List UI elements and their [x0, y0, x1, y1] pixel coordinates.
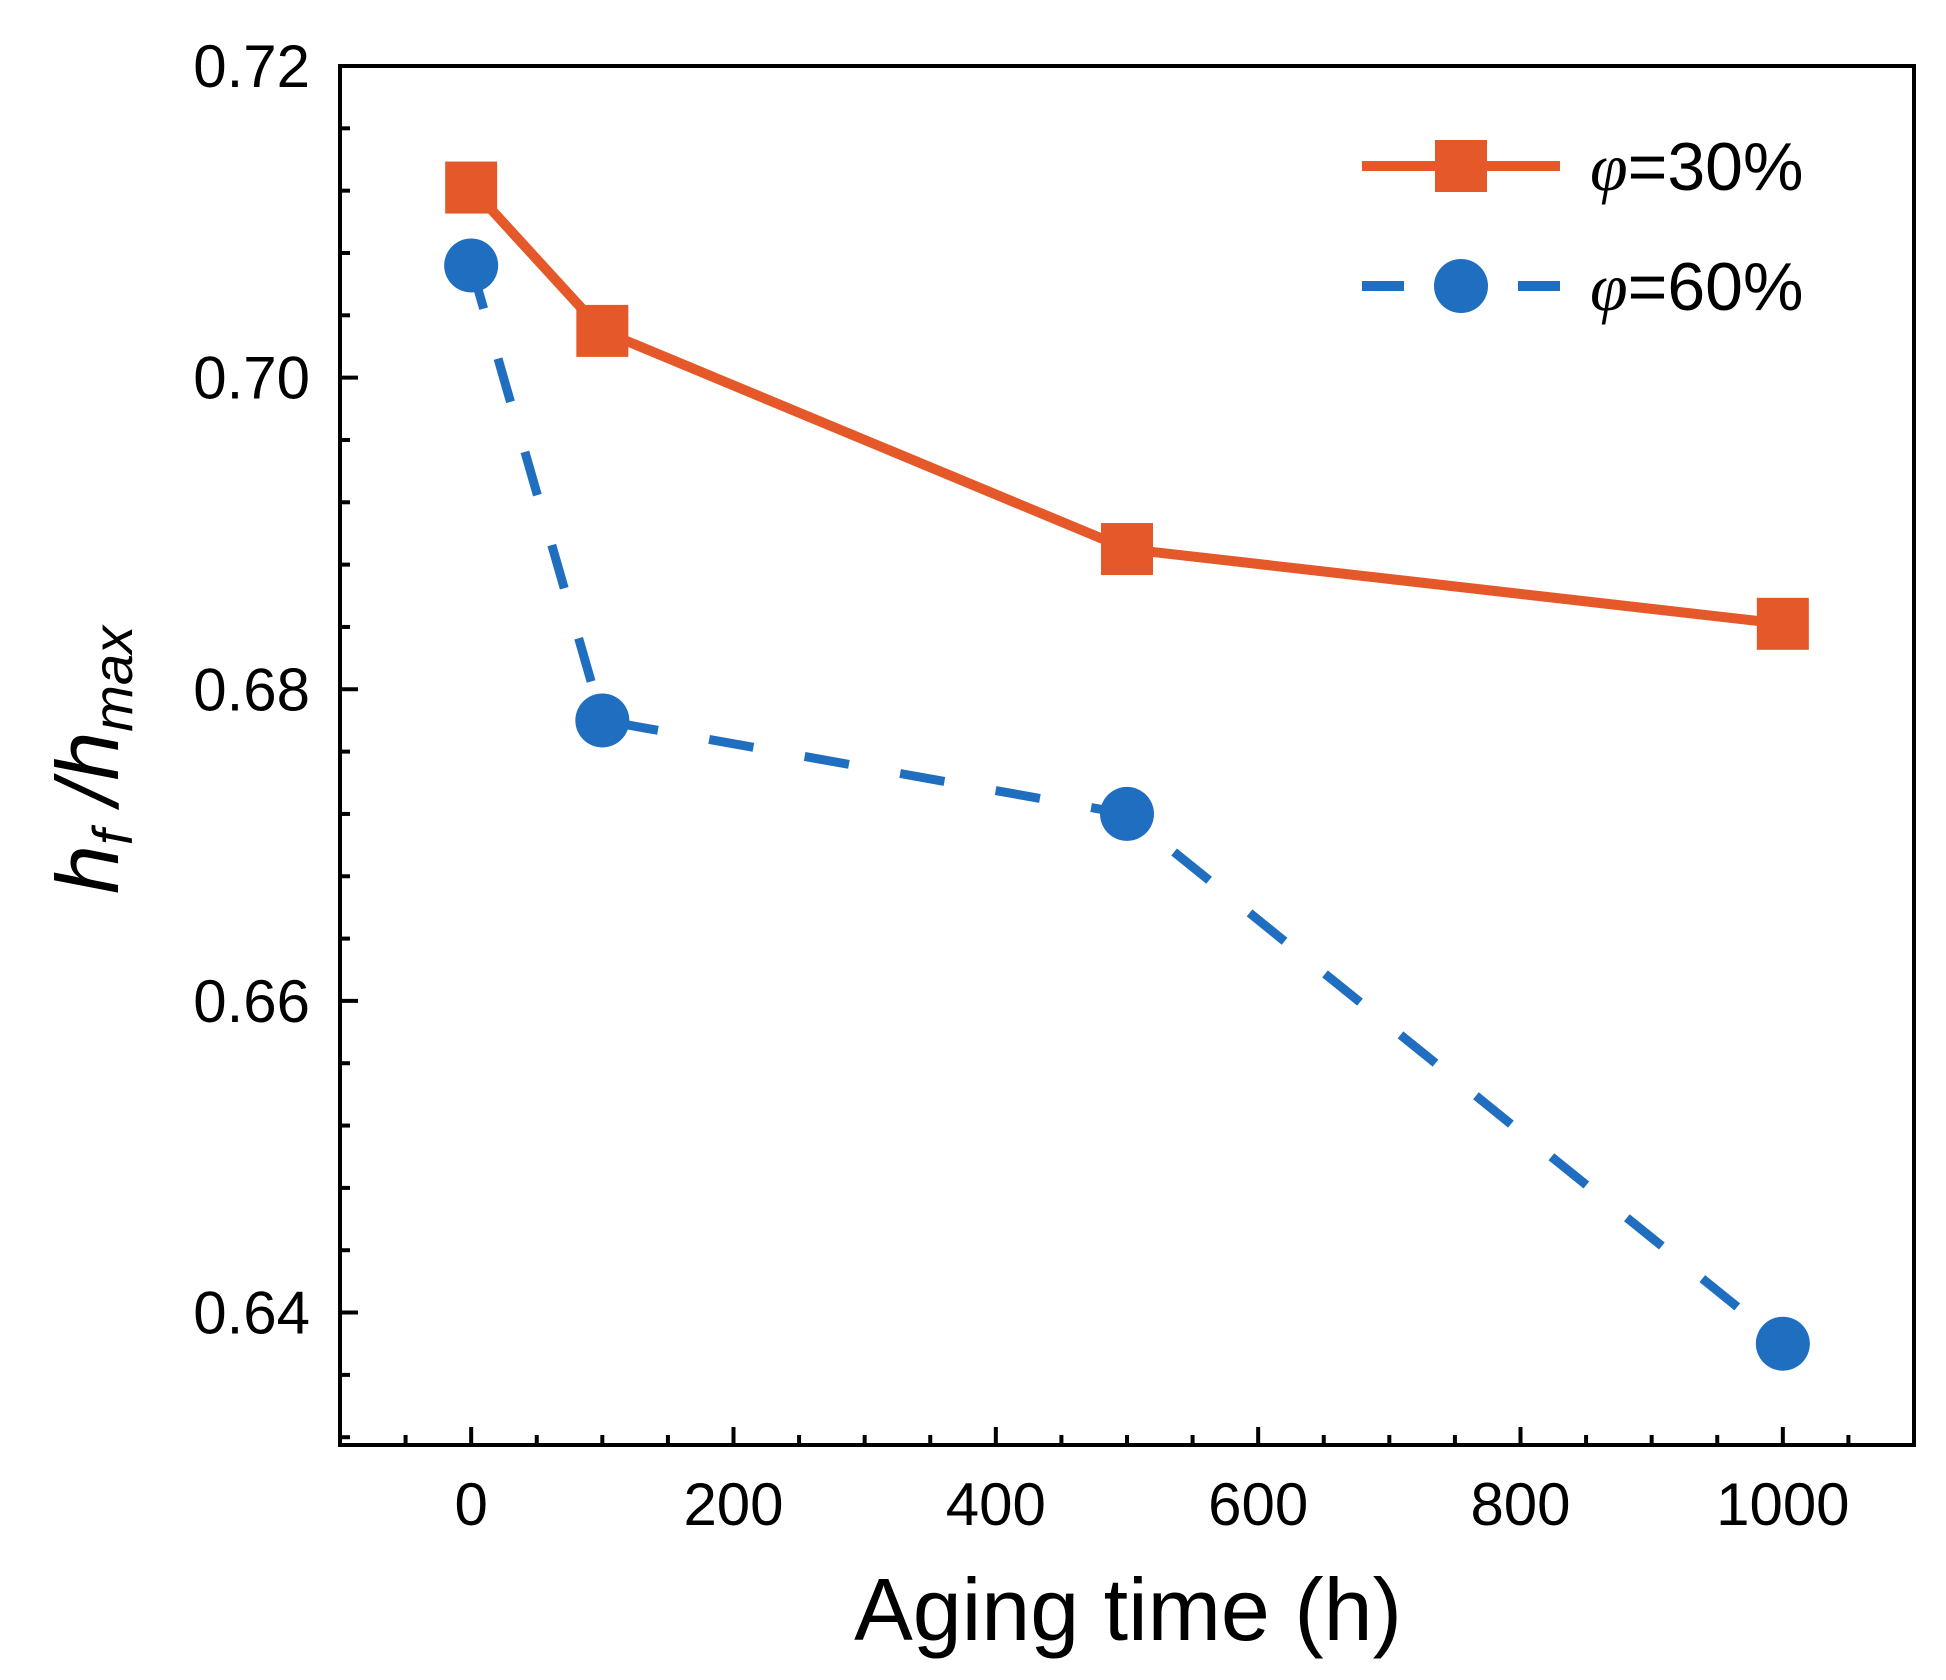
x-axis-title: Aging time (h) — [854, 1560, 1402, 1659]
data-point-circle — [444, 238, 499, 293]
legend-label-symbol: φ — [1590, 129, 1628, 205]
y-axis-title-slash: / — [38, 772, 137, 829]
x-tick-label: 200 — [683, 1471, 783, 1538]
x-tick-label: 800 — [1470, 1471, 1570, 1538]
series-1 — [445, 161, 1809, 650]
x-tick-label: 0 — [454, 1471, 487, 1538]
y-tick-label: 0.72 — [193, 33, 310, 100]
data-point-square — [576, 304, 629, 357]
data-point-square — [1756, 597, 1809, 650]
x-tick-label: 400 — [946, 1471, 1046, 1538]
data-point-circle — [1755, 1316, 1810, 1371]
y-tick-label: 0.66 — [193, 968, 310, 1035]
legend-label-symbol: φ — [1590, 249, 1628, 325]
y-tick-label: 0.68 — [193, 656, 310, 723]
legend-marker-square — [1435, 140, 1487, 192]
y-axis-title-h1: h — [38, 845, 137, 894]
y-axis-title-h2: h — [38, 732, 137, 781]
x-tick-label: 1000 — [1716, 1471, 1849, 1538]
data-point-square — [445, 161, 498, 214]
legend-label: φ=30% — [1590, 129, 1803, 205]
x-tick-label: 600 — [1208, 1471, 1308, 1538]
series-layer — [444, 161, 1810, 1371]
y-axis-title-sub2: max — [81, 624, 144, 732]
legend-entry-1: φ=30% — [1362, 129, 1803, 205]
data-point-circle — [575, 693, 630, 748]
series-2-line — [466, 264, 1786, 1348]
legend: φ=30%φ=60% — [1362, 129, 1803, 325]
axes-layer: 0 200 400 600 800 1000 0.64 0.66 0.68 0.70 0.72 — [193, 33, 1916, 1538]
y-tick-label: 0.64 — [193, 1280, 310, 1347]
data-point-circle — [1100, 786, 1154, 841]
series-1-line — [467, 184, 1784, 629]
legend-label: φ=60% — [1590, 249, 1803, 325]
legend-label-value: =30% — [1628, 129, 1804, 205]
legend-marker-circle — [1434, 259, 1488, 313]
y-tick-label: 0.70 — [193, 345, 310, 412]
legend-entry-2: φ=60% — [1362, 249, 1803, 325]
legend-label-value: =60% — [1628, 249, 1804, 325]
data-point-square — [1101, 523, 1153, 576]
y-axis-title: hf /hmax — [38, 624, 144, 894]
series-2 — [444, 238, 1810, 1371]
